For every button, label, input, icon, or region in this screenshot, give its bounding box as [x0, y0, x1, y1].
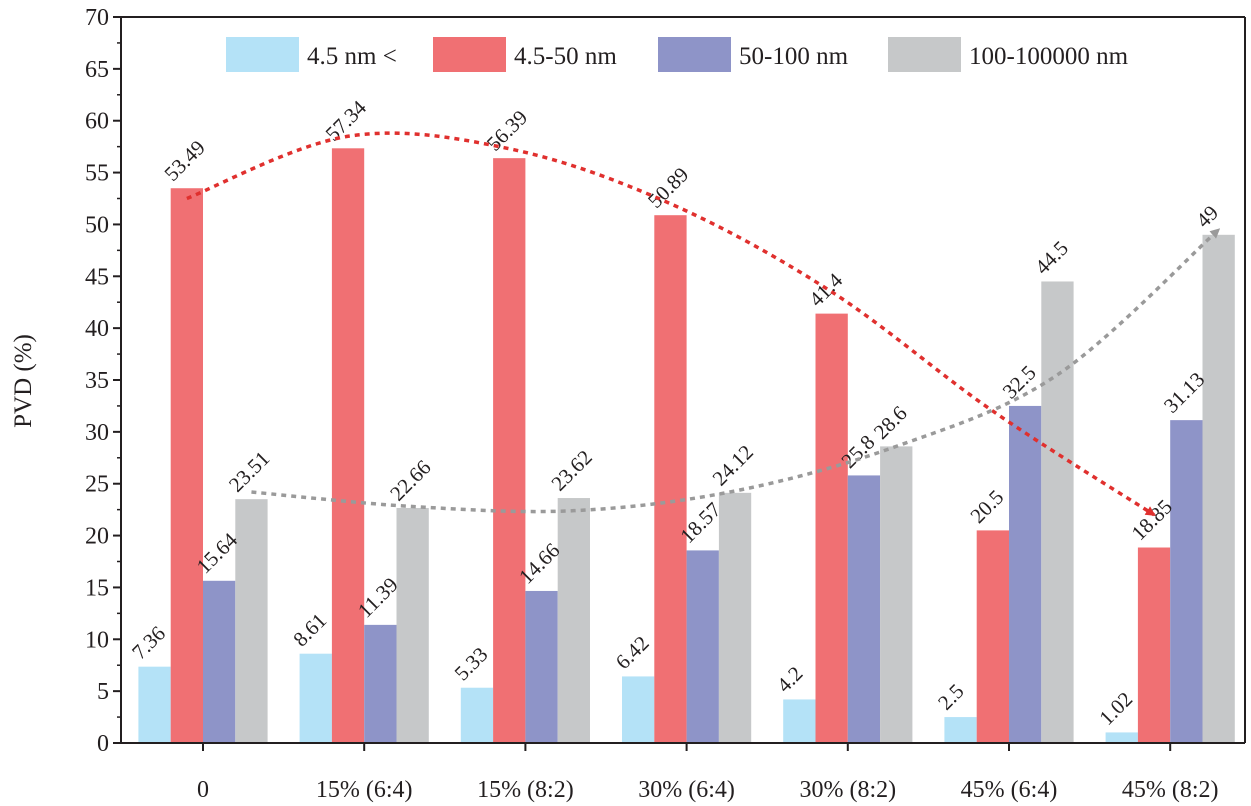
y-tick-label: 20	[85, 524, 109, 550]
bar-50-100-nm-0	[203, 580, 236, 743]
data-label-100-100000-nm-15-6-4: 22.66	[385, 455, 435, 505]
data-label-4-5-nm-15-6-4: 8.61	[288, 608, 331, 651]
bar-100-100000-nm-45-8-2	[1202, 234, 1235, 744]
bar-4-5-nm-15-8-2	[460, 687, 494, 743]
bar-100-100000-nm-45-6-4	[1041, 281, 1074, 743]
bar-50-100-nm-15-6-4	[364, 624, 397, 743]
bar-50-100-nm-30-6-4	[686, 550, 719, 743]
data-label-100-100000-nm-0: 23.51	[224, 446, 274, 496]
y-tick-label: 10	[85, 627, 109, 653]
legend-swatch-50-100-nm	[658, 37, 731, 72]
data-label-100-100000-nm-30-6-4: 24.12	[708, 440, 758, 490]
bar-4-5-50-nm-45-6-4	[976, 530, 1009, 743]
y-tick-label: 60	[85, 109, 109, 135]
bar-50-100-nm-15-8-2	[525, 590, 558, 743]
data-label-100-100000-nm-45-8-2: 49	[1191, 201, 1223, 233]
legend-item-100-100000-nm: 100-100000 nm	[888, 37, 1129, 72]
data-label-100-100000-nm-45-6-4: 44.5	[1030, 236, 1073, 279]
legend-label-50-100-nm: 50-100 nm	[739, 43, 849, 70]
x-tick-label-45-8-2: 45% (8:2)	[1122, 777, 1219, 803]
y-tick-label: 65	[85, 57, 109, 83]
data-label-50-100-nm-45-6-4: 32.5	[998, 361, 1041, 404]
bar-50-100-nm-45-6-4	[1009, 405, 1042, 743]
bar-4-5-50-nm-0	[170, 188, 203, 744]
axes-layer: 0 5 10 15 20 25 30 35 40 45 50 55 60 65 70 0 15% (6:4) 15…	[85, 5, 1246, 803]
y-tick-label: 5	[97, 679, 109, 705]
bar-50-100-nm-30-8-2	[847, 475, 881, 743]
bar-100-100000-nm-30-8-2	[880, 446, 913, 743]
bars-layer	[138, 148, 1235, 744]
bar-4-5-nm-45-8-2	[1105, 732, 1138, 743]
y-tick-label: 15	[85, 575, 109, 601]
x-tick-label-0: 0	[197, 777, 209, 803]
y-tick-label: 45	[85, 264, 109, 290]
y-tick-label: 50	[85, 212, 109, 238]
x-tick-label-15-6-4: 15% (6:4)	[316, 777, 413, 803]
y-tick-label: 55	[85, 161, 109, 187]
data-label-4-5-nm-45-8-2: 1.02	[1094, 687, 1137, 730]
data-label-4-5-50-nm-0: 53.49	[159, 135, 209, 185]
legend-label-100-100000-nm: 100-100000 nm	[969, 43, 1129, 70]
legend-item-4-5-nm: 4.5 nm <	[226, 37, 397, 72]
data-label-4-5-50-nm-45-8-2: 18.85	[1127, 495, 1177, 545]
trend-arrow-100-100000-nm	[251, 228, 1221, 514]
bar-50-100-nm-45-8-2	[1170, 420, 1203, 743]
bar-4-5-50-nm-15-6-4	[331, 148, 365, 744]
data-label-4-5-nm-30-6-4: 6.42	[611, 631, 654, 674]
x-tick-label-30-6-4: 30% (6:4)	[638, 777, 735, 803]
legend: 4.5 nm < 4.5-50 nm 50-100 nm 100-100000 nm	[226, 37, 1129, 72]
bar-4-5-nm-30-6-4	[622, 676, 655, 743]
y-tick-label: 0	[97, 731, 109, 757]
x-tick-label-45-6-4: 45% (6:4)	[961, 777, 1058, 803]
data-label-100-100000-nm-30-8-2: 28.6	[869, 401, 912, 444]
y-tick-label: 35	[85, 368, 109, 394]
bar-4-5-nm-0	[138, 666, 171, 743]
legend-label-4-5-50-nm: 4.5-50 nm	[514, 43, 617, 70]
legend-swatch-4-5-50-nm	[433, 37, 506, 72]
bar-100-100000-nm-15-6-4	[396, 507, 429, 743]
bar-4-5-nm-30-8-2	[783, 699, 816, 743]
trend-arrows-layer	[186, 131, 1221, 517]
legend-item-4-5-50-nm: 4.5-50 nm	[433, 37, 617, 72]
data-label-4-5-nm-30-8-2: 4.2	[772, 661, 808, 697]
x-tick-label-15-8-2: 15% (8:2)	[477, 777, 574, 803]
y-tick-label: 40	[85, 316, 109, 342]
data-label-4-5-nm-45-6-4: 2.5	[933, 679, 969, 715]
bar-4-5-50-nm-30-6-4	[654, 215, 687, 743]
bar-4-5-50-nm-45-8-2	[1137, 547, 1171, 743]
data-label-4-5-nm-0: 7.36	[127, 621, 170, 664]
x-tick-label-30-8-2: 30% (8:2)	[799, 777, 896, 803]
y-tick-label: 25	[85, 472, 109, 498]
bar-4-5-50-nm-15-8-2	[493, 158, 526, 743]
data-label-100-100000-nm-15-8-2: 23.62	[546, 445, 596, 495]
y-tick-label: 30	[85, 420, 109, 446]
data-label-50-100-nm-45-8-2: 31.13	[1159, 367, 1209, 417]
bar-100-100000-nm-30-6-4	[718, 492, 752, 743]
data-label-4-5-50-nm-45-6-4: 20.5	[965, 485, 1008, 528]
legend-item-50-100-nm: 50-100 nm	[658, 37, 849, 72]
bar-4-5-50-nm-30-8-2	[815, 313, 848, 743]
bar-4-5-nm-45-6-4	[944, 717, 977, 743]
legend-label-4-5-nm: 4.5 nm <	[307, 43, 397, 70]
bar-100-100000-nm-15-8-2	[557, 498, 590, 743]
y-axis-title: PVD (%)	[10, 334, 37, 428]
legend-swatch-4-5-nm	[226, 37, 299, 72]
bar-100-100000-nm-0	[235, 499, 268, 743]
legend-swatch-100-100000-nm	[888, 37, 961, 72]
data-label-4-5-50-nm-30-6-4: 50.89	[643, 162, 693, 212]
y-tick-label: 70	[85, 5, 109, 31]
data-label-4-5-nm-15-8-2: 5.33	[450, 642, 493, 685]
trend-arrow-4-5-50-nm	[186, 131, 1156, 517]
bar-4-5-nm-15-6-4	[299, 653, 332, 743]
